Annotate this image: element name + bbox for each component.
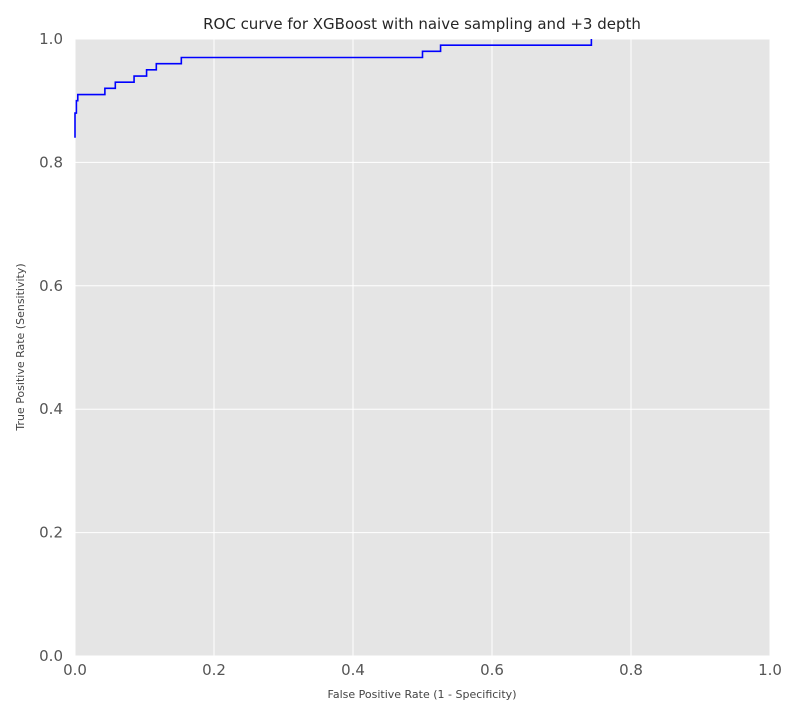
x-axis-label: False Positive Rate (1 - Specificity) — [328, 688, 517, 701]
plot-background — [75, 39, 770, 656]
x-tick-label: 0.6 — [480, 661, 504, 679]
y-tick-label: 1.0 — [39, 30, 63, 48]
x-tick-labels: 0.0 0.2 0.4 0.6 0.8 1.0 — [63, 661, 782, 679]
x-tick-label: 0.8 — [619, 661, 643, 679]
y-tick-label: 0.8 — [39, 153, 63, 171]
series-layer — [74, 39, 593, 138]
y-tick-labels: 0.0 0.2 0.4 0.6 0.8 1.0 — [39, 30, 63, 665]
x-tick-label: 0.2 — [202, 661, 226, 679]
roc-curve-line — [74, 39, 593, 138]
y-tick-label: 0.0 — [39, 647, 63, 665]
y-tick-label: 0.4 — [39, 400, 63, 418]
x-tick-label: 0.4 — [341, 661, 365, 679]
grid — [74, 38, 771, 657]
y-tick-label: 0.6 — [39, 277, 63, 295]
y-axis-label: True Positive Rate (Sensitivity) — [14, 263, 27, 431]
chart-title: ROC curve for XGBoost with naive samplin… — [203, 15, 641, 33]
x-tick-label: 0.0 — [63, 661, 87, 679]
y-tick-label: 0.2 — [39, 524, 63, 542]
x-tick-label: 1.0 — [758, 661, 782, 679]
